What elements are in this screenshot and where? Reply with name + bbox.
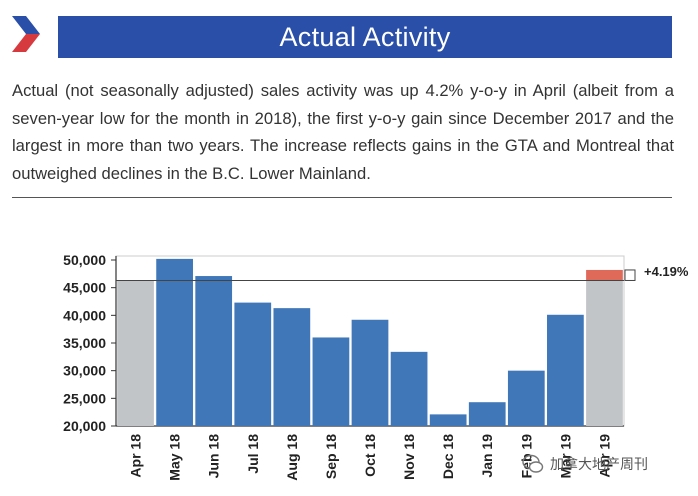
bar-sep-18 — [312, 337, 350, 426]
brand-logo-icon — [12, 16, 40, 52]
wechat-icon — [522, 454, 544, 473]
x-tick-label: Aug 18 — [284, 434, 300, 481]
divider — [12, 197, 672, 198]
bar-gain-segment — [586, 269, 623, 281]
x-tick-label: Dec 18 — [440, 434, 456, 479]
y-tick-label: 45,000 — [63, 280, 106, 296]
x-tick-label: Jul 18 — [245, 434, 261, 474]
bar-may-18 — [156, 258, 193, 426]
x-tick-label: Jan 19 — [479, 434, 495, 478]
x-tick-label: May 18 — [167, 434, 183, 481]
y-tick-label: 25,000 — [63, 390, 106, 406]
watermark: 加拿大地产周刊 — [522, 452, 648, 476]
y-tick-label: 35,000 — [63, 335, 106, 351]
y-tick-label: 30,000 — [63, 363, 106, 379]
annotation-bracket — [624, 269, 636, 281]
page-title: Actual Activity — [279, 21, 451, 52]
x-tick-label: Sep 18 — [323, 434, 339, 479]
sales-bar-chart: 20,000 25,000 30,000 35,000 40,000 45,000 50,0… — [63, 252, 689, 481]
bar-mar-19 — [547, 314, 584, 426]
bar-aug-18 — [273, 308, 311, 426]
bar-jul-18 — [234, 302, 272, 426]
x-tick-label: Jun 18 — [206, 434, 222, 479]
bar-apr-19 — [586, 280, 623, 426]
page-title-bar: Actual Activity — [58, 16, 672, 58]
x-tick-label: Oct 18 — [362, 434, 378, 477]
watermark-text: 加拿大地产周刊 — [550, 456, 648, 472]
bar-nov-18 — [390, 351, 428, 426]
x-tick-label: Nov 18 — [401, 434, 417, 480]
x-tick-label: Apr 18 — [128, 434, 144, 478]
bar-oct-18 — [351, 319, 389, 426]
bar-apr-18 — [117, 280, 154, 426]
description-paragraph: Actual (not seasonally adjusted) sales a… — [12, 81, 674, 183]
x-tick-label: Apr 19 — [596, 434, 612, 478]
bar-dec-18 — [429, 414, 467, 426]
bar-feb-19 — [507, 370, 545, 426]
x-tick-label: Mar 19 — [557, 434, 573, 479]
y-tick-label: 50,000 — [63, 252, 106, 268]
annotation-label: +4.19% — [644, 264, 689, 279]
y-tick-label: 40,000 — [63, 307, 106, 323]
bar-jan-19 — [468, 402, 506, 426]
bar-jun-18 — [195, 276, 233, 426]
y-tick-label: 20,000 — [63, 418, 106, 434]
